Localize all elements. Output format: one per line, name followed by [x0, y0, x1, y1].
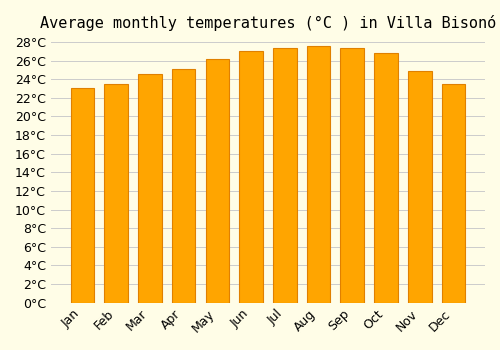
Bar [273, 48, 296, 303]
Bar [70, 89, 94, 303]
Title: Average monthly temperatures (°C ) in Villa Bisonó: Average monthly temperatures (°C ) in Vi… [40, 15, 496, 31]
Bar [172, 69, 196, 303]
Bar [306, 46, 330, 303]
Bar [104, 84, 128, 303]
Bar [408, 71, 432, 303]
Bar [206, 59, 229, 303]
Bar [240, 51, 263, 303]
Bar [340, 48, 364, 303]
Bar [374, 53, 398, 303]
Bar [138, 75, 162, 303]
Bar [442, 84, 466, 303]
